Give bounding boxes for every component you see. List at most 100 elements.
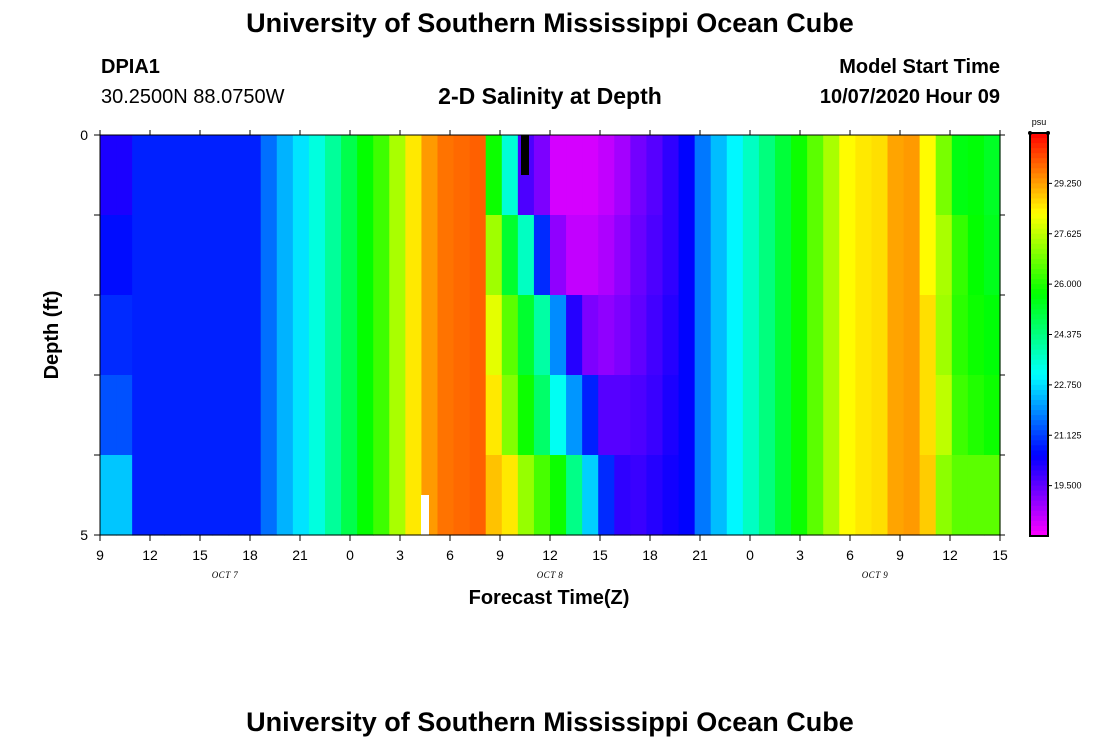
x-tick-label: 3	[796, 547, 804, 563]
colorbar-swatch	[1030, 279, 1048, 285]
heatmap-cell	[132, 135, 149, 216]
colorbar-swatch	[1030, 384, 1048, 391]
heatmap-cell	[421, 295, 439, 376]
heatmap-cell	[533, 215, 551, 296]
colorbar-swatch	[1030, 213, 1048, 220]
colorbar-swatch	[1030, 445, 1048, 451]
heatmap-cell	[967, 295, 985, 376]
heatmap-cell	[469, 455, 487, 536]
heatmap-cell	[582, 295, 599, 376]
heatmap-cell	[357, 215, 374, 296]
heatmap-cell	[566, 375, 583, 456]
heatmap-cell	[582, 135, 599, 216]
heatmap-cell	[758, 295, 776, 376]
colorbar-swatch	[1030, 490, 1048, 497]
heatmap-cell	[373, 135, 390, 216]
heatmap-cell	[967, 375, 985, 456]
heatmap-cell	[550, 135, 567, 216]
heatmap-cell	[453, 375, 471, 456]
day-label: OCT 9	[862, 570, 889, 580]
x-tick-label: 21	[692, 547, 708, 563]
heatmap-cell	[550, 295, 567, 376]
heatmap-cell	[598, 135, 615, 216]
heatmap-cell	[935, 375, 953, 456]
heatmap-cell	[710, 455, 728, 536]
heatmap-cell	[437, 375, 455, 456]
heatmap-cell	[807, 215, 824, 296]
heatmap-cell	[678, 135, 696, 216]
heatmap-cell	[887, 215, 905, 296]
x-tick-label: 15	[592, 547, 608, 563]
heatmap-cell	[726, 295, 744, 376]
heatmap-cell	[196, 135, 214, 216]
heatmap-cell	[308, 375, 326, 456]
heatmap-cell	[662, 375, 680, 456]
heatmap-cell	[871, 295, 889, 376]
heatmap-cell	[308, 135, 326, 216]
heatmap-cell	[887, 455, 905, 536]
colorbar-swatch	[1030, 304, 1048, 310]
heatmap-cell	[453, 215, 471, 296]
heatmap-cell	[791, 375, 808, 456]
heatmap-cell	[164, 455, 181, 536]
x-tick-label: 21	[292, 547, 308, 563]
heatmap-cell	[951, 375, 969, 456]
colorbar-swatch	[1030, 314, 1048, 320]
heatmap-cell	[566, 295, 583, 376]
colorbar-swatch	[1030, 188, 1048, 195]
x-tick-label: 9	[496, 547, 504, 563]
footer-title: University of Southern Mississippi Ocean…	[246, 707, 854, 737]
heatmap-cell	[501, 375, 519, 456]
heatmap-cell	[983, 215, 1001, 296]
colorbar-swatch	[1030, 294, 1048, 300]
heatmap-cell	[646, 375, 664, 456]
heatmap-cell	[919, 215, 937, 296]
heatmap-cell	[341, 215, 358, 296]
heatmap-cell	[614, 135, 631, 216]
heatmap-cell	[775, 375, 792, 456]
heatmap-cell	[598, 295, 615, 376]
heatmap-cell	[823, 375, 840, 456]
station-coordinates: 30.2500N 88.0750W	[101, 86, 285, 108]
heatmap-cell	[517, 215, 535, 296]
heatmap-cell	[260, 295, 278, 376]
heatmap-cell	[855, 455, 873, 536]
time-marker	[521, 135, 529, 175]
heatmap-cell	[389, 455, 406, 536]
heatmap-cell	[116, 455, 133, 536]
heatmap-cell	[598, 375, 615, 456]
heatmap-cell	[196, 295, 214, 376]
heatmap-cell	[453, 295, 471, 376]
heatmap-cell	[164, 135, 181, 216]
heatmap-cell	[308, 455, 326, 536]
heatmap-cell	[533, 295, 551, 376]
x-tick-label: 9	[896, 547, 904, 563]
colorbar-swatch	[1030, 329, 1048, 336]
heatmap-cell	[180, 455, 198, 536]
heatmap-cell	[919, 295, 937, 376]
heatmap-cell	[678, 295, 696, 376]
colorbar-swatch	[1030, 269, 1048, 275]
heatmap-cell	[903, 455, 921, 536]
heatmap-cell	[742, 455, 760, 536]
heatmap-cell	[517, 455, 535, 536]
heatmap-cell	[566, 455, 583, 536]
heatmap-cell	[100, 455, 117, 536]
colorbar-swatch	[1030, 389, 1048, 396]
heatmap-cell	[148, 135, 165, 216]
heatmap-cell	[405, 375, 423, 456]
colorbar-swatch	[1030, 374, 1048, 381]
heatmap-cell	[614, 375, 631, 456]
heatmap-cell	[887, 295, 905, 376]
heatmap-cell	[983, 135, 1001, 216]
heatmap-cell	[228, 295, 246, 376]
colorbar-swatch	[1030, 460, 1048, 467]
heatmap-cell	[292, 295, 310, 376]
heatmap-cell	[967, 455, 985, 536]
heatmap-cell	[373, 455, 390, 536]
heatmap-cell	[260, 375, 278, 456]
heatmap-cell	[855, 295, 873, 376]
heatmap-cell	[148, 295, 165, 376]
x-tick-label: 3	[396, 547, 404, 563]
heatmap-cell	[501, 455, 519, 536]
